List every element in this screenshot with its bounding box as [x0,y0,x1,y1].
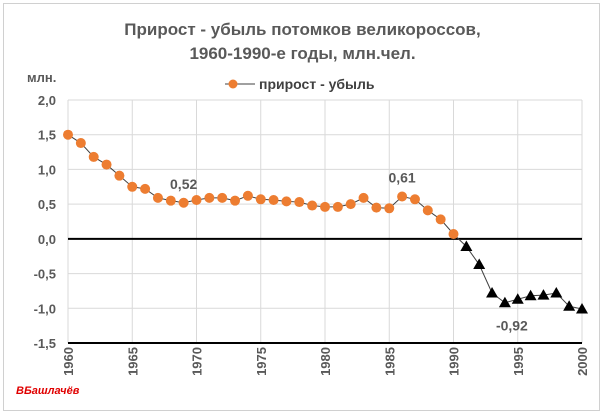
data-point-circle [281,196,292,207]
x-tick-label: 1965 [125,347,140,376]
data-point-triangle [473,258,486,270]
y-tick-label: -0,5 [34,267,56,282]
y-tick-label: 0,0 [38,232,56,247]
x-tick-label: 1970 [190,347,205,376]
y-tick-label: 2,0 [38,93,56,108]
data-point-triangle [550,287,563,298]
data-label: 0,52 [170,176,197,192]
x-tick-label: 1980 [318,347,333,376]
data-point-circle [178,197,189,208]
data-point-circle [397,191,408,202]
x-tick-label: 1975 [254,347,269,376]
data-point-circle [140,183,151,194]
x-tick-label: 2000 [575,347,590,376]
data-point-circle [268,194,279,205]
legend: прирост - убыль [225,76,375,92]
y-tick-label: 0,5 [38,197,56,212]
data-point-triangle [524,289,537,301]
data-point-triangle [486,287,499,298]
chart-title-line2: 1960-1990-е годы, млн.чел. [189,44,416,63]
data-point-circle [101,159,112,170]
data-point-circle [165,195,176,206]
data-point-triangle [537,289,550,300]
x-tick-label: 1995 [511,347,526,376]
data-point-circle [152,192,163,203]
data-point-triangle [511,293,524,304]
data-label: 0,61 [388,170,415,186]
y-tick-label: -1,0 [34,301,56,316]
data-point-circle [435,214,446,225]
data-point-circle [217,192,228,203]
data-label: -0,92 [496,318,528,334]
data-point-circle [307,200,318,211]
data-point-circle [371,202,382,213]
data-point-circle [384,203,395,214]
x-tick-label: 1960 [61,347,76,376]
data-point-circle [358,192,369,203]
data-point-triangle [460,240,473,251]
data-point-circle [320,201,330,212]
data-point-circle [63,129,73,140]
data-point-circle [114,170,125,181]
legend-label: прирост - убыль [259,76,375,92]
data-point-circle [191,194,202,205]
data-point-circle [127,181,138,192]
x-tick-label: 1985 [382,347,397,376]
data-point-circle [345,199,356,210]
unit-label: млн. [27,70,57,85]
data-point-triangle [498,296,511,308]
y-tick-label: 1,5 [38,128,56,143]
data-point-circle [230,195,241,206]
signature: ВБашлачёв [16,385,80,397]
y-tick-label: -1,5 [34,336,56,351]
data-point-circle [75,138,86,149]
x-tick-label: 1990 [447,347,462,376]
data-point-circle [255,194,266,205]
data-point-circle [88,151,99,162]
y-tick-label: 1,0 [38,162,56,177]
data-point-circle [332,201,343,212]
data-point-circle [242,190,253,201]
data-point-circle [448,228,459,239]
data-point-circle [422,205,433,216]
data-point-triangle [576,302,588,314]
legend-marker-icon [225,79,255,89]
data-point-triangle [563,300,576,311]
data-point-circle [204,192,215,203]
data-point-circle [409,194,420,205]
chart-title-line1: Прирост - убыль потомков великороссов, [124,20,481,39]
data-point-circle [294,197,305,208]
